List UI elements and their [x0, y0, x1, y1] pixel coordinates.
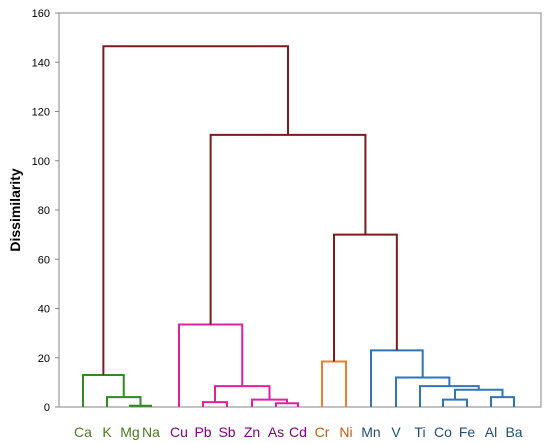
- dendrogram-link: [129, 404, 152, 407]
- leaf-label-cr: Cr: [315, 424, 330, 440]
- dendrogram-link: [454, 388, 504, 400]
- leaf-labels: Ca K Mg Na Cu Pb Sb Zn As Cd Cr Ni Mn V Ti Co Fe Al Ba: [74, 424, 523, 440]
- y-axis: 0 20 40 60 80 100 120 140 160: [32, 8, 59, 414]
- y-tick-label: 20: [38, 353, 50, 365]
- leaf-label-sb: Sb: [218, 424, 235, 440]
- leaf-label-ti: Ti: [414, 424, 425, 440]
- leaf-label-cu: Cu: [170, 424, 188, 440]
- leaf-label-mn: Mn: [361, 424, 380, 440]
- leaf-label-mg: Mg: [120, 424, 139, 440]
- dendrogram-link: [209, 133, 367, 325]
- dendrogram-link: [321, 360, 347, 407]
- leaf-label-zn: Zn: [244, 424, 260, 440]
- y-tick-label: 160: [32, 8, 50, 20]
- y-tick-label: 40: [38, 304, 50, 316]
- y-tick-label: 120: [32, 107, 50, 119]
- dendrogram-link: [102, 45, 290, 375]
- plot-area: [58, 12, 542, 408]
- y-tick-label: 100: [32, 156, 50, 168]
- y-tick-label: 60: [38, 254, 50, 266]
- dendrogram-link: [214, 385, 271, 403]
- leaf-label-al: Al: [485, 424, 497, 440]
- y-tick-label: 140: [32, 57, 50, 69]
- leaf-label-na: Na: [142, 424, 160, 440]
- leaf-label-v: V: [391, 424, 401, 440]
- y-tick-label: 0: [44, 402, 50, 414]
- leaf-label-ca: Ca: [74, 424, 92, 440]
- leaf-label-ni: Ni: [339, 424, 352, 440]
- leaf-label-k: K: [102, 424, 112, 440]
- leaf-label-cd: Cd: [289, 424, 307, 440]
- dendrogram-link: [419, 385, 480, 407]
- y-tick-label: 80: [38, 205, 50, 217]
- leaf-label-ba: Ba: [505, 424, 522, 440]
- leaf-label-pb: Pb: [194, 424, 211, 440]
- y-axis-title: Dissimilarity: [7, 168, 23, 251]
- leaf-label-co: Co: [434, 424, 452, 440]
- leaf-label-as: As: [268, 424, 284, 440]
- dendrogram-links: [82, 45, 515, 407]
- leaf-label-fe: Fe: [459, 424, 476, 440]
